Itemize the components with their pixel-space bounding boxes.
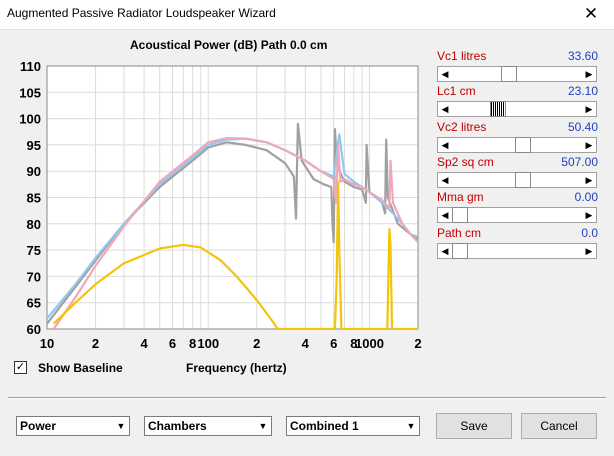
x-tick-label: 10 — [40, 336, 54, 351]
slider-thumb[interactable] — [452, 207, 468, 223]
series-line-4 — [52, 180, 418, 329]
slider-thumb[interactable] — [452, 243, 468, 259]
x-tick-label: 6 — [169, 336, 176, 351]
slider-thumb[interactable] — [515, 137, 531, 153]
chevron-left-icon[interactable]: ◀ — [438, 102, 452, 116]
chevron-left-icon[interactable]: ◀ — [438, 173, 452, 187]
chevron-right-icon[interactable]: ▶ — [582, 102, 596, 116]
chevron-right-icon[interactable]: ▶ — [582, 67, 596, 81]
title-bar: Augmented Passive Radiator Loudspeaker W… — [0, 0, 614, 30]
view-select[interactable]: Chambers ▼ — [144, 416, 272, 436]
slider-thumb[interactable] — [490, 101, 506, 117]
chevron-left-icon[interactable]: ◀ — [438, 138, 452, 152]
y-tick-label: 75 — [27, 243, 41, 258]
x-tick-label: 2 — [253, 336, 260, 351]
chevron-right-icon[interactable]: ▶ — [582, 208, 596, 222]
plot-frame — [46, 65, 419, 330]
chevron-left-icon[interactable]: ◀ — [438, 208, 452, 222]
x-tick-label: 8 — [350, 336, 357, 351]
divider — [8, 397, 606, 399]
param-slider[interactable]: ◀ ▶ — [437, 207, 597, 223]
param-value: 23.10 — [567, 84, 598, 98]
param-value: 0.0 — [581, 226, 598, 240]
close-icon[interactable]: ✕ — [583, 4, 599, 23]
x-tick-label: 8 — [189, 336, 196, 351]
y-tick-label: 85 — [27, 191, 41, 206]
slider-thumb[interactable] — [515, 172, 531, 188]
x-tick-label: 2 — [414, 336, 421, 351]
param-slider[interactable]: ◀ ▶ — [437, 172, 597, 188]
series-line-3 — [52, 137, 418, 329]
param-value: 507.00 — [561, 155, 598, 169]
param-label: Mma gm — [437, 190, 484, 204]
param-value: 33.60 — [567, 49, 598, 63]
y-tick-label: 70 — [27, 269, 41, 284]
plot-mode-select[interactable]: Power ▼ — [16, 416, 130, 436]
chevron-left-icon[interactable]: ◀ — [438, 244, 452, 258]
save-button[interactable]: Save — [436, 413, 512, 439]
view-value: Chambers — [148, 419, 207, 433]
output-select[interactable]: Combined 1 ▼ — [286, 416, 420, 436]
param-value: 50.40 — [567, 120, 598, 134]
x-tick-label: 4 — [140, 336, 148, 351]
output-value: Combined 1 — [290, 419, 359, 433]
y-tick-label: 100 — [19, 112, 41, 127]
x-tick-label: 1000 — [355, 336, 384, 351]
param-label: Vc1 litres — [437, 49, 487, 63]
param-label: Path cm — [437, 226, 482, 240]
slider-thumb[interactable] — [501, 66, 517, 82]
param-slider[interactable]: ◀ ▶ — [437, 137, 597, 153]
y-tick-label: 90 — [27, 164, 41, 179]
param-slider[interactable]: ◀ ▶ — [437, 101, 597, 117]
param-label: Lc1 cm — [437, 84, 476, 98]
chevron-left-icon[interactable]: ◀ — [438, 67, 452, 81]
chevron-right-icon[interactable]: ▶ — [582, 173, 596, 187]
window-title: Augmented Passive Radiator Loudspeaker W… — [7, 6, 276, 20]
y-tick-label: 65 — [27, 296, 41, 311]
param-slider[interactable]: ◀ ▶ — [437, 243, 597, 259]
y-tick-label: 105 — [19, 85, 41, 100]
cancel-button[interactable]: Cancel — [521, 413, 597, 439]
plot-title: Acoustical Power (dB) Path 0.0 cm — [130, 38, 328, 52]
x-axis-label: Frequency (hertz) — [186, 361, 287, 375]
x-tick-label: 6 — [330, 336, 337, 351]
x-tick-label: 2 — [92, 336, 99, 351]
chevron-down-icon[interactable]: ▼ — [403, 417, 419, 435]
y-tick-label: 110 — [20, 59, 41, 74]
chevron-down-icon[interactable]: ▼ — [255, 417, 271, 435]
y-tick-label: 80 — [27, 217, 41, 232]
chevron-down-icon[interactable]: ▼ — [113, 417, 129, 435]
show-baseline-label[interactable]: Show Baseline — [38, 361, 123, 375]
plot-mode-value: Power — [20, 419, 57, 433]
param-label: Vc2 litres — [437, 120, 487, 134]
chevron-right-icon[interactable]: ▶ — [582, 138, 596, 152]
param-value: 0.00 — [574, 190, 598, 204]
show-baseline-checkbox[interactable]: ✓ — [14, 361, 27, 374]
chevron-right-icon[interactable]: ▶ — [582, 244, 596, 258]
y-tick-label: 60 — [27, 322, 41, 337]
param-label: Sp2 sq cm — [437, 155, 494, 169]
param-slider[interactable]: ◀ ▶ — [437, 66, 597, 82]
y-tick-label: 95 — [27, 138, 41, 153]
x-tick-label: 4 — [302, 336, 310, 351]
x-tick-label: 100 — [197, 336, 219, 351]
